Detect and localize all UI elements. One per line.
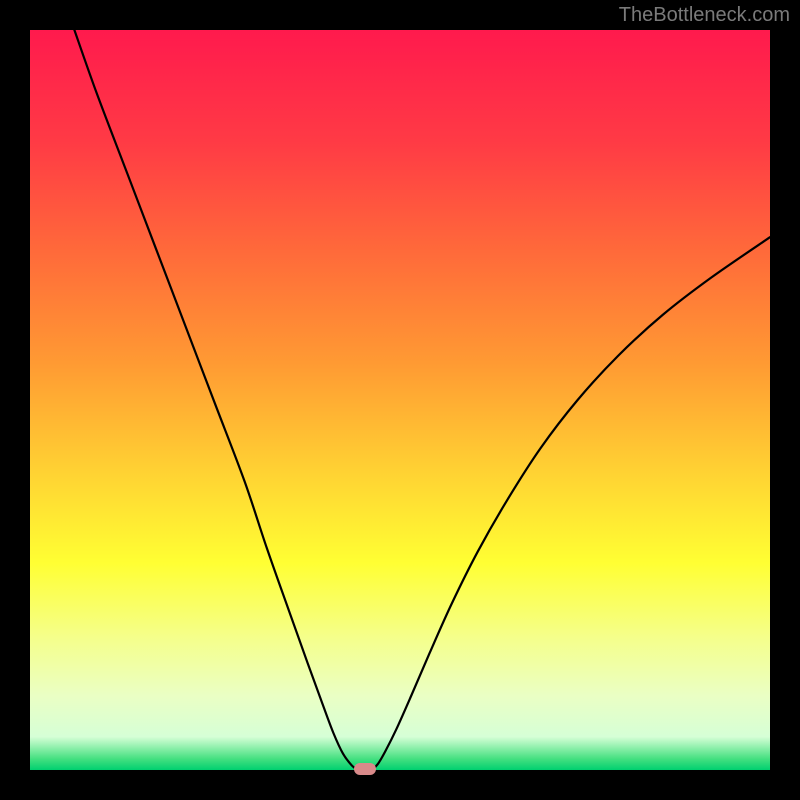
- plot-svg: [30, 30, 770, 770]
- chart-canvas: TheBottleneck.com: [0, 0, 800, 800]
- gradient-background: [30, 30, 770, 770]
- watermark-text: TheBottleneck.com: [619, 4, 790, 27]
- plot-area: [30, 30, 770, 770]
- bottleneck-marker: [354, 763, 376, 775]
